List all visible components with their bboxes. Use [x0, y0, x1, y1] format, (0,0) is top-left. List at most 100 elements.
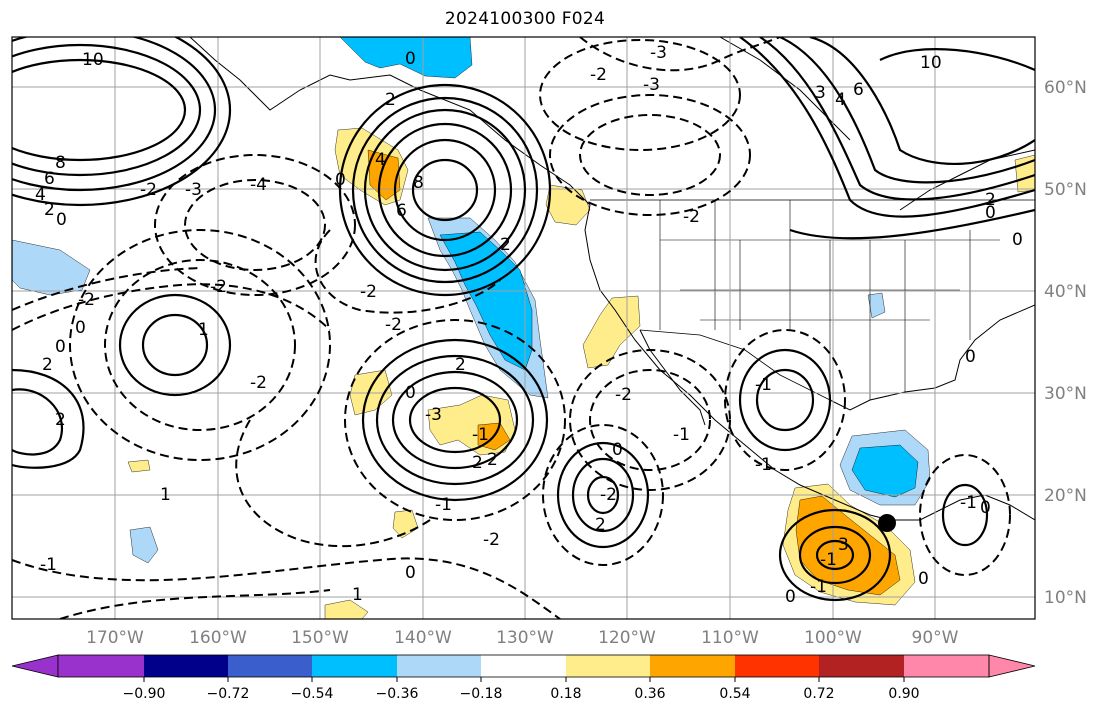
- colorbar-tick-label: −0.36: [376, 686, 419, 702]
- contour-label: -1: [960, 493, 977, 513]
- contour-label: 4: [835, 90, 846, 110]
- contour-label: 1: [160, 485, 171, 505]
- blue-region-westpac: [12, 239, 91, 296]
- lon-label: 160°W: [189, 628, 247, 648]
- lon-label: 150°W: [291, 628, 349, 648]
- contour-high-nw-2: [12, 37, 217, 192]
- contour-label: 0: [918, 569, 929, 589]
- contour-ne-jet-2: [759, 37, 1035, 201]
- dashed-north-pacific-2: [154, 154, 356, 296]
- colorbar-tick-label: −0.90: [123, 686, 166, 702]
- lon-label: 140°W: [394, 628, 452, 648]
- contour-label: -1: [472, 425, 489, 445]
- contour-label: 0: [980, 498, 991, 518]
- dashed-west-mid-2: [12, 267, 201, 311]
- contour-ne-jet-4: [809, 37, 1035, 166]
- colorbar-segment: [904, 655, 989, 677]
- dashed-west-2: [69, 229, 331, 461]
- dashed-contours: [12, 37, 1011, 619]
- contour-center-3: [391, 370, 519, 470]
- contour-label: -4: [250, 175, 267, 195]
- colorbar-segment: [312, 655, 397, 677]
- contour-label: -1: [673, 425, 690, 445]
- contour-ne-jet-1: [739, 37, 1035, 218]
- orange-region-gulf-alaska: [367, 149, 401, 201]
- contour-label: -2: [250, 373, 267, 393]
- lon-label: 110°W: [701, 628, 759, 648]
- blue-region-small-2: [867, 292, 886, 319]
- contour-sw-2: [571, 457, 635, 533]
- dashed-north-pacific-1: [184, 179, 326, 271]
- contour-label: 0: [405, 563, 416, 583]
- contour-gulf-alaska-1: [338, 83, 552, 297]
- contour-label: 6: [44, 169, 55, 189]
- dashed-canada-1: [579, 114, 721, 196]
- colorbar-segment: [735, 655, 819, 677]
- dashed-south-mid: [235, 419, 431, 548]
- hudson: [719, 37, 851, 141]
- contour-gulf-alaska-3: [363, 108, 527, 272]
- contour-ne-south: [789, 208, 1035, 240]
- colorbar-tick-label: −0.54: [291, 686, 334, 702]
- lat-label: 20°N: [1044, 486, 1087, 506]
- contour-label: -3: [185, 180, 202, 200]
- colorbar-end-left: [11, 654, 59, 678]
- contour-label: 10: [920, 53, 942, 73]
- dashed-south-2: [59, 589, 331, 619]
- yellow-region-small-3: [127, 459, 151, 473]
- dashed-caribbean: [919, 454, 1011, 576]
- longitude-labels: 170°W 160°W 150°W 140°W 130°W 120°W 110°…: [86, 628, 959, 648]
- dashed-west-1: [104, 259, 296, 431]
- colorbar-segment: [144, 655, 228, 677]
- lat-label: 30°N: [1044, 384, 1087, 404]
- contour-sw-1: [556, 441, 650, 549]
- dashed-south: [12, 557, 561, 619]
- contour-label: 8: [55, 153, 66, 173]
- contour-label: -2: [683, 207, 700, 227]
- colorbar-ticks: [143, 677, 905, 682]
- coastline-canada-east: [899, 149, 1035, 211]
- contour-center-4: [408, 386, 502, 454]
- colorbar-tick-label: −0.18: [460, 686, 503, 702]
- blue-region-small: [129, 526, 159, 564]
- contour-gulf-alaska-6: [411, 158, 479, 222]
- contour-label: -1: [40, 555, 57, 575]
- contour-label: 0: [985, 203, 996, 223]
- border-us-mexico: [639, 329, 831, 401]
- state-lines: [659, 200, 1000, 400]
- contour-label: -2: [615, 385, 632, 405]
- contour-texas-2: [755, 368, 815, 432]
- contour-gulf-alaska-2: [351, 96, 539, 284]
- contour-ne-jet-3: [779, 37, 1035, 184]
- contour-label: -2: [78, 290, 95, 310]
- contour-label: 2: [42, 355, 53, 375]
- contour-label: -1: [755, 455, 772, 475]
- contour-label: 2: [487, 450, 498, 470]
- contour-sw-3: [586, 475, 620, 515]
- colorbar-tick-label: 0.18: [550, 686, 581, 702]
- dashed-baja-2: [589, 369, 711, 471]
- contour-gulf-alaska-4: [377, 122, 513, 258]
- colorbar-segment: [481, 655, 566, 677]
- colorbar-segment: [566, 655, 650, 677]
- colorbar-tick-label: 0.36: [634, 686, 665, 702]
- contour-gulf-alaska-5: [393, 138, 497, 242]
- contour-label: 2: [595, 515, 606, 535]
- colorbar-tick-label: 0.90: [888, 686, 919, 702]
- contour-label: 2: [55, 410, 66, 430]
- contour-label: -3: [643, 75, 660, 95]
- contour-label: 2: [472, 453, 483, 473]
- contour-label: -2: [483, 530, 500, 550]
- contour-label: -2: [385, 315, 402, 335]
- lat-label: 60°N: [1044, 78, 1087, 98]
- contour-label: -2: [140, 180, 157, 200]
- location-dot-icon: [878, 514, 896, 532]
- lon-label: 90°W: [912, 628, 959, 648]
- lon-label: 130°W: [496, 628, 554, 648]
- contour-center-1: [361, 338, 549, 502]
- dashed-center: [344, 319, 566, 521]
- contour-west-edge-2: [12, 368, 85, 469]
- contour-label: 1: [352, 585, 363, 605]
- contour-mexico-2: [798, 525, 872, 585]
- contour-label: 2: [385, 90, 396, 110]
